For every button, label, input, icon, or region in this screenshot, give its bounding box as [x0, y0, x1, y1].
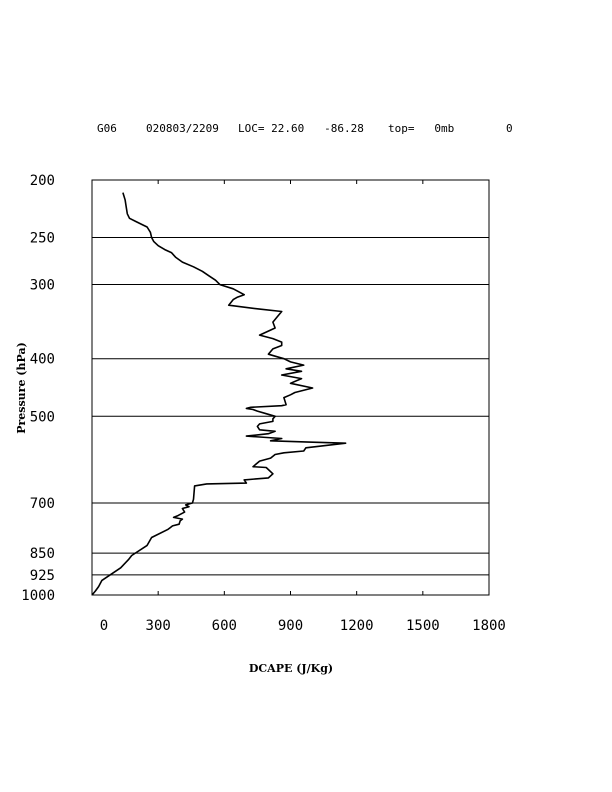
y-tick-label: 250	[30, 231, 55, 247]
x-tick-label: 900	[278, 618, 303, 634]
x-tick-label: 600	[212, 618, 237, 634]
y-tick-label: 500	[30, 409, 55, 425]
header-flag: 0	[506, 122, 513, 135]
pressure-gridlines	[92, 237, 489, 576]
y-tick-label: 700	[30, 496, 55, 512]
y-tick-label: 925	[30, 568, 55, 584]
x-tick-label: 300	[146, 618, 171, 634]
y-tick-label: 400	[30, 352, 55, 368]
x-tick-label: 1200	[340, 618, 374, 634]
x-axis-ticks: 0 300 600 900 1200 1500 1800	[91, 180, 506, 634]
x-tick-label: 1500	[406, 618, 440, 634]
x-tick-label: 0	[100, 618, 108, 634]
y-tick-label: 850	[30, 546, 55, 562]
header-location: LOC= 22.60 -86.28	[238, 122, 364, 135]
y-tick-label: 200	[30, 173, 55, 189]
y-tick-label: 300	[30, 278, 55, 294]
dcape-line	[91, 192, 347, 596]
x-tick-label: 1800	[472, 618, 506, 634]
y-axis-label: Pressure (hPa)	[15, 342, 28, 434]
x-axis-label: DCAPE (J/Kg)	[249, 662, 333, 675]
y-tick-label: 1000	[21, 588, 55, 604]
header-datetime: 020803/2209	[146, 122, 219, 135]
y-axis-ticks: 200 250 300 400 500 700 850 925 1000	[21, 173, 55, 604]
plot-frame	[91, 179, 490, 596]
header-top: top= 0mb	[388, 122, 454, 135]
header-station: G06	[97, 122, 117, 135]
